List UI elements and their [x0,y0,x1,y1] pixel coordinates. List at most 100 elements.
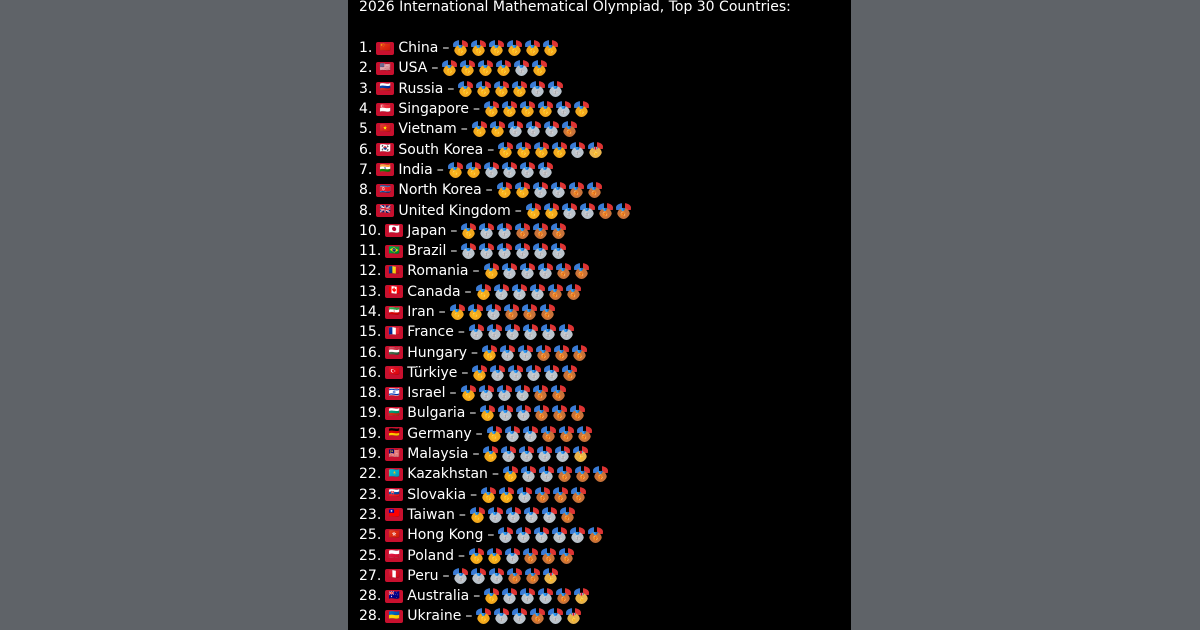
separator: – [472,446,480,463]
ranking-row: 4. 🇸🇬 Singapore – 🥇 🥇 🥇 🥇 🥈 🥇 [359,99,634,119]
medal: 🥈 [579,202,595,219]
country-name: South Korea [398,141,484,158]
rank: 8. [359,202,373,219]
country-name: Romania [407,263,469,280]
medal: 🎖️ [543,567,559,584]
medal: 🥇 [499,486,515,503]
ranking-row: 28. 🇺🇦 Ukraine – 🥇 🥈 🥈 🥉 🥈 🎖️ [359,606,634,626]
medal: 🥉 [568,182,584,199]
rank: 4. [359,101,373,118]
country-name: Hungary [407,344,468,361]
country-name: Canada [407,283,461,300]
separator: – [458,547,466,564]
ranking-row: 23. 🇸🇰 Slovakia – 🥇 🥇 🥈 🥉 🥉 🥉 [359,485,634,505]
separator: – [431,60,439,77]
medal: 🥉 [571,486,587,503]
rank: 23. [359,486,382,503]
medal: 🥈 [468,324,484,341]
ranking-row: 13. 🇨🇦 Canada – 🥇 🥈 🥈 🥈 🥉 🥉 [359,282,634,302]
medal: 🥇 [574,101,589,118]
separator: – [464,283,472,300]
medal: 🥈 [534,527,550,544]
medal: 🥇 [453,40,469,57]
country-name: United Kingdom [398,202,511,219]
flag: 🇰🇷 [376,143,395,157]
separator: – [436,161,444,178]
country-name: Singapore [398,101,469,118]
medal: 🥇 [532,60,548,77]
medal: 🥇 [476,80,492,97]
medal: 🥈 [504,425,520,442]
medal: 🥇 [487,547,503,564]
flag: 🇧🇷 [385,244,404,258]
medal: 🥇 [480,405,496,422]
medal: 🥈 [541,506,557,523]
medal: 🥇 [484,588,500,605]
medal: 🥈 [522,324,538,341]
country-name: Vietnam [398,121,457,138]
medal: 🥉 [597,202,613,219]
medal: 🥈 [550,182,566,199]
medal: 🥇 [543,40,559,57]
country-name: Iran [407,304,435,320]
ranking-row: 22. 🇰🇿 Kazakhstan – 🥇 🥈 🥈 🥉 🥉 🥉 [359,464,634,484]
medal: 🥈 [537,446,553,463]
rank: 22. [359,466,382,483]
flag: 🇮🇱 [385,386,404,400]
medal: 🥈 [530,80,546,97]
rank: 14. [359,304,382,320]
medal: 🥈 [501,446,517,463]
medal: 🥈 [556,101,571,118]
ranking-row: 15. 🇫🇷 France – 🥈 🥈 🥈 🥈 🥈 🥈 [359,322,634,342]
medal: 🥉 [533,222,549,239]
rank: 19. [359,405,382,422]
medal: 🥈 [544,364,560,381]
country-name: Peru [407,567,439,584]
ranking-row: 3. 🇷🇺 Russia – 🥇 🥇 🥇 🥇 🥈 🥈 [359,79,634,99]
separator: – [458,506,466,523]
medal: 🥈 [487,506,503,523]
medal: 🥈 [479,222,495,239]
flag: 🇧🇬 [385,406,404,420]
ranking-row: 19. 🇲🇾 Malaysia – 🥇 🥈 🥈 🥈 🥈 🎖️ [359,444,634,464]
ranking-row: 18. 🇮🇱 Israel – 🥇 🥈 🥈 🥈 🥉 🥉 [359,383,634,403]
separator: – [447,80,455,97]
medal: 🥉 [536,344,552,361]
separator: – [457,324,465,341]
medal: 🥇 [447,161,463,178]
medal: 🥈 [519,263,535,280]
medal: 🥈 [504,324,520,341]
ranking-row: 5. 🇻🇳 Vietnam – 🥇 🥇 🥈 🥈 🥈 🥉 [359,119,634,139]
rank: 28. [359,608,382,625]
ranking-row: 28. 🇦🇺 Australia – 🥇 🥈 🥈 🥈 🥉 🎖️ [359,586,634,606]
medal: 🥈 [514,385,530,402]
medal: 🥉 [592,466,608,483]
separator: – [514,202,522,219]
rank: 16. [359,344,382,361]
medal: 🥈 [516,405,532,422]
flag: 🇨🇳 [376,41,395,55]
medal: 🥈 [537,161,553,178]
rank: 7. [359,161,373,178]
ranking-row: 6. 🇰🇷 South Korea – 🥇 🥇 🥇 🥇 🥈 🎖️ [359,139,634,159]
flag: 🇻🇳 [376,122,395,136]
medal: 🥈 [532,182,548,199]
rank: 25. [359,547,382,564]
medal: 🥈 [523,506,539,523]
medal: 🥉 [540,425,556,442]
medal: 🥇 [516,141,532,158]
medal: 🥈 [493,283,509,300]
flag: 🇮🇷 [385,305,404,319]
medal: 🥉 [558,425,574,442]
medal: 🥇 [465,161,481,178]
medal: 🥈 [515,243,531,260]
country-name: Kazakhstan [407,466,488,483]
medal: 🥇 [461,222,477,239]
ranking-row: 11. 🇧🇷 Brazil – 🥈 🥈 🥈 🥈 🥈 🥈 [359,241,634,261]
medal: 🥇 [458,80,474,97]
medal: 🥉 [530,608,546,625]
medal: 🎖️ [574,588,590,605]
country-name: Türkiye [407,364,458,381]
medal: 🥈 [551,243,567,260]
medal: 🥇 [489,121,505,138]
